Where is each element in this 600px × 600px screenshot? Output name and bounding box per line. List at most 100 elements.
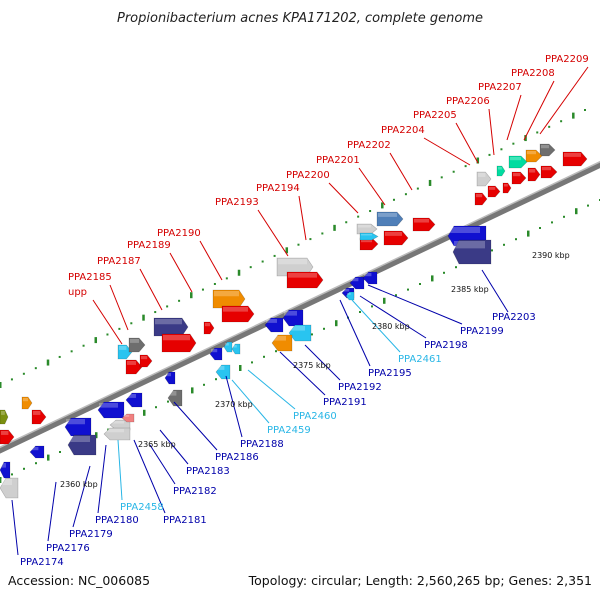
gene-feature bbox=[282, 309, 304, 327]
gene-feature bbox=[128, 337, 146, 353]
track-tick bbox=[143, 409, 146, 416]
label-leader bbox=[159, 429, 189, 465]
gene-label: PPA2185 bbox=[68, 272, 112, 283]
gene-feature bbox=[97, 401, 125, 419]
track-layer bbox=[0, 109, 600, 483]
track-tick bbox=[46, 359, 50, 366]
track-tick bbox=[563, 215, 565, 218]
gene-feature bbox=[264, 317, 284, 333]
gene-feature bbox=[376, 211, 404, 227]
label-leader bbox=[455, 122, 479, 164]
gene-feature bbox=[496, 165, 506, 177]
track-tick bbox=[335, 320, 338, 327]
gene-feature bbox=[67, 434, 97, 456]
gene-feature bbox=[286, 271, 324, 289]
track-tick bbox=[237, 269, 241, 276]
track-tick bbox=[106, 333, 109, 336]
gene-feature bbox=[121, 413, 135, 423]
gene-feature bbox=[476, 171, 492, 187]
scale-label: 2390 kbp bbox=[532, 251, 570, 260]
track-tick bbox=[476, 157, 480, 164]
track-tick bbox=[94, 337, 98, 344]
label-leader bbox=[481, 269, 509, 313]
label-leader bbox=[149, 444, 176, 485]
gene-feature bbox=[527, 167, 541, 182]
track-tick bbox=[503, 243, 505, 246]
track-tick bbox=[10, 378, 13, 381]
gene-feature bbox=[362, 271, 378, 285]
gene-feature bbox=[502, 182, 512, 194]
gene-label: PPA2209 bbox=[545, 54, 589, 65]
track-tick bbox=[404, 193, 407, 196]
track-tick bbox=[261, 260, 264, 263]
track-tick bbox=[273, 254, 276, 257]
track-tick bbox=[297, 243, 300, 246]
gene-feature bbox=[0, 477, 19, 499]
track-tick bbox=[213, 282, 216, 285]
track-tick bbox=[560, 120, 563, 123]
map-title: Propionibacterium acnes KPA171202, compl… bbox=[117, 11, 483, 26]
gene-feature bbox=[345, 291, 355, 301]
track-tick bbox=[239, 365, 242, 371]
gene-label: PPA2182 bbox=[173, 486, 217, 497]
track-tick bbox=[35, 462, 37, 465]
track-tick bbox=[23, 467, 25, 470]
gene-label: PPA2199 bbox=[460, 326, 504, 337]
label-leader bbox=[351, 299, 401, 353]
track-tick bbox=[551, 221, 553, 224]
label-leader-layer bbox=[11, 66, 589, 556]
gene-label: PPA2183 bbox=[186, 466, 230, 477]
gene-feature bbox=[356, 223, 378, 235]
track-outer-top bbox=[0, 109, 586, 388]
label-leader bbox=[225, 375, 243, 438]
track-tick bbox=[491, 249, 493, 252]
gene-label: PPA2208 bbox=[511, 68, 555, 79]
gene-label: PPA2176 bbox=[46, 543, 90, 554]
label-leader bbox=[279, 351, 326, 396]
label-leader bbox=[389, 152, 413, 191]
track-tick bbox=[524, 135, 527, 142]
track-tick bbox=[392, 198, 395, 201]
gene-feature bbox=[508, 155, 528, 169]
gene-feature bbox=[0, 429, 15, 445]
gene-feature bbox=[511, 171, 527, 185]
gene-feature bbox=[29, 445, 45, 459]
gene-label: PPA2195 bbox=[368, 368, 412, 379]
track-tick bbox=[178, 299, 181, 302]
label-leader bbox=[367, 284, 463, 325]
track-tick bbox=[107, 428, 109, 431]
track-tick bbox=[359, 311, 361, 313]
gene-label: PPA2193 bbox=[215, 197, 259, 208]
gene-feature bbox=[139, 354, 153, 368]
gene-label: PPA2206 bbox=[446, 96, 490, 107]
track-tick bbox=[275, 350, 277, 353]
gene-feature bbox=[474, 192, 488, 206]
gene-feature bbox=[125, 359, 143, 375]
gene-label: PPA2200 bbox=[286, 170, 330, 181]
gene-feature bbox=[383, 230, 409, 246]
gene-label: PPA2459 bbox=[267, 425, 311, 436]
track-tick bbox=[34, 367, 37, 370]
gene-feature bbox=[288, 324, 312, 342]
scale-label: 2375 kbp bbox=[293, 361, 331, 370]
track-tick bbox=[383, 297, 386, 304]
label-leader bbox=[97, 444, 107, 514]
track-tick bbox=[130, 322, 133, 325]
gene-label: PPA2189 bbox=[127, 240, 171, 251]
gene-feature bbox=[223, 341, 233, 353]
track-tick bbox=[263, 355, 265, 358]
gene-label: PPA2188 bbox=[240, 439, 284, 450]
track-tick bbox=[371, 305, 373, 308]
gene-feature bbox=[0, 461, 11, 479]
label-leader bbox=[133, 439, 166, 514]
backbone-highlight bbox=[0, 160, 600, 449]
scale-label: 2385 kbp bbox=[451, 285, 489, 294]
track-tick bbox=[190, 292, 193, 299]
track-tick bbox=[311, 333, 313, 336]
track-tick bbox=[58, 355, 61, 358]
gene-feature bbox=[412, 217, 436, 232]
track-tick bbox=[203, 383, 205, 386]
track-tick bbox=[395, 294, 397, 297]
label-leader bbox=[11, 499, 19, 556]
gene-feature bbox=[540, 165, 558, 179]
